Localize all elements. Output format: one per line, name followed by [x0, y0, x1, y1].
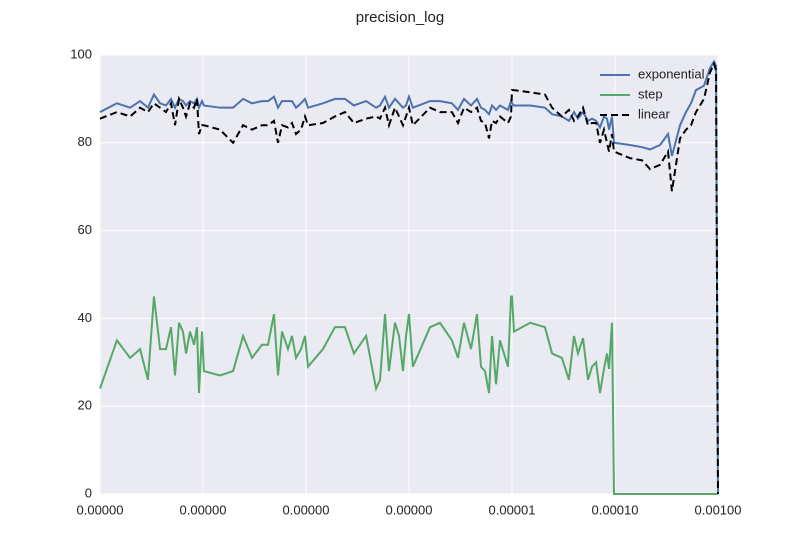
- x-tick-label: 0.00000: [386, 502, 433, 517]
- x-tick-label: 0.00010: [592, 502, 639, 517]
- x-tick-label: 0.00000: [77, 502, 124, 517]
- legend-label: linear: [638, 106, 670, 121]
- x-tick-label: 0.00100: [695, 502, 742, 517]
- y-tick-label: 80: [78, 134, 92, 149]
- y-tick-label: 100: [70, 46, 92, 61]
- x-tick-label: 0.00001: [489, 502, 536, 517]
- legend-label: step: [638, 86, 663, 101]
- chart-title: precision_log: [356, 9, 444, 26]
- legend-label: exponential: [638, 66, 705, 81]
- x-tick-label: 0.00000: [283, 502, 330, 517]
- series-line: [99, 295, 718, 495]
- y-tick-label: 0: [85, 485, 92, 500]
- y-tick-label: 40: [78, 310, 92, 325]
- y-tick-label: 60: [78, 222, 92, 237]
- y-tick-label: 20: [78, 398, 92, 413]
- series-line: [99, 60, 719, 495]
- series-line: [99, 59, 719, 495]
- x-tick-label: 0.00000: [180, 502, 227, 517]
